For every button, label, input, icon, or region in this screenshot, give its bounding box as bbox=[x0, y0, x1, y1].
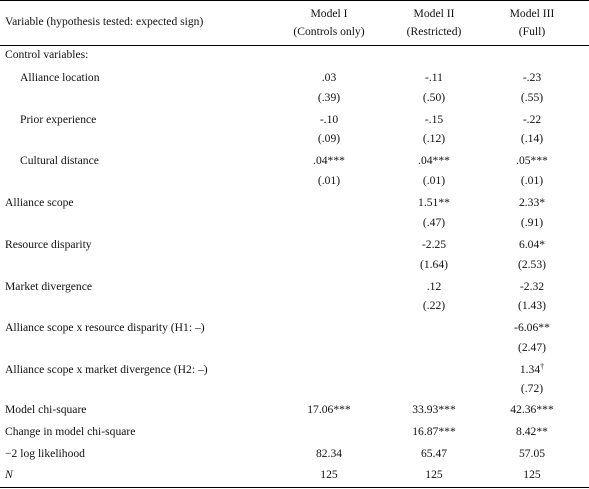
coef-m2: -.11 bbox=[425, 71, 443, 84]
se-m3: (.01) bbox=[520, 174, 544, 187]
stat-m1: 17.06*** bbox=[307, 403, 351, 416]
model-1-header: Model I bbox=[310, 7, 348, 20]
coef-m3: -2.32 bbox=[519, 280, 545, 293]
row-label: Cultural distance bbox=[20, 154, 99, 167]
row-label: Prior experience bbox=[20, 113, 97, 126]
se-m1: (.09) bbox=[317, 132, 341, 145]
se-m3: (.91) bbox=[520, 216, 544, 229]
coef-m1: .03 bbox=[321, 71, 337, 84]
row-label: Resource disparity bbox=[5, 238, 92, 251]
stat-m2: 33.93*** bbox=[412, 403, 456, 416]
se-m2: (.01) bbox=[422, 174, 446, 187]
se-m3: (1.43) bbox=[517, 299, 547, 312]
variable-column-header: Variable (hypothesis tested: expected si… bbox=[5, 15, 204, 28]
se-m3: (.55) bbox=[520, 91, 544, 104]
se-m1: (.01) bbox=[317, 174, 341, 187]
row-label: Alliance location bbox=[20, 71, 100, 84]
se-m1: (.39) bbox=[317, 91, 341, 104]
se-m3: (2.53) bbox=[517, 258, 547, 271]
se-m2: (.47) bbox=[422, 216, 446, 229]
model-1-subheader: (Controls only) bbox=[293, 25, 365, 38]
coef-m2: .04*** bbox=[418, 154, 450, 167]
table-bottom-rule bbox=[0, 487, 589, 488]
row-label: Change in model chi-square bbox=[5, 425, 136, 438]
coef-value: 1.34 bbox=[519, 363, 541, 376]
stat-m3: 125 bbox=[523, 468, 541, 481]
se-m2: (.12) bbox=[422, 132, 446, 145]
model-3-header: Model III bbox=[509, 7, 555, 20]
row-label: Model chi-square bbox=[5, 403, 87, 416]
table-top-rule bbox=[0, 0, 589, 1]
se-m3: (2.47) bbox=[517, 341, 547, 354]
se-m3: (.14) bbox=[520, 132, 544, 145]
stat-m2: 65.47 bbox=[420, 447, 448, 460]
coef-m1: .04*** bbox=[313, 154, 345, 167]
coef-m2: -.15 bbox=[424, 113, 444, 126]
coef-m1: -.10 bbox=[319, 113, 339, 126]
stat-m2: 16.87*** bbox=[412, 425, 456, 438]
coef-m3: -.22 bbox=[522, 113, 542, 126]
se-m2: (.50) bbox=[422, 91, 446, 104]
row-label: Market divergence bbox=[5, 280, 93, 293]
coef-m3: -6.06** bbox=[514, 321, 550, 334]
coef-m2: .12 bbox=[426, 280, 442, 293]
coef-m3: 6.04* bbox=[518, 238, 546, 251]
row-label: Alliance scope x market divergence (H2: … bbox=[5, 363, 208, 376]
stat-m3: 42.36*** bbox=[510, 403, 554, 416]
row-label: −2 log likelihood bbox=[5, 447, 85, 460]
section-label-controls: Control variables: bbox=[5, 48, 89, 61]
se-m2: (.22) bbox=[422, 299, 446, 312]
stat-m1: 125 bbox=[320, 468, 338, 481]
row-label: Alliance scope x resource disparity (H1:… bbox=[5, 321, 205, 334]
row-label: Alliance scope bbox=[5, 196, 74, 209]
model-2-header: Model II bbox=[413, 7, 455, 20]
stat-m1: 82.34 bbox=[315, 447, 343, 460]
dagger-mark: † bbox=[540, 362, 545, 371]
coef-m3: 1.34† bbox=[520, 363, 544, 377]
se-m2: (1.64) bbox=[419, 258, 449, 271]
stat-m2: 125 bbox=[425, 468, 443, 481]
coef-m2: 1.51** bbox=[418, 196, 450, 209]
row-label: N bbox=[5, 468, 13, 481]
coef-m2: -2.25 bbox=[421, 238, 447, 251]
coef-m3: -.23 bbox=[522, 71, 542, 84]
stat-m3: 8.42** bbox=[516, 425, 548, 438]
model-3-subheader: (Full) bbox=[518, 25, 546, 38]
coef-m3: 2.33* bbox=[518, 196, 546, 209]
coef-m3: .05*** bbox=[516, 154, 548, 167]
stat-m3: 57.05 bbox=[518, 447, 546, 460]
se-m3: (.72) bbox=[520, 382, 544, 395]
model-2-subheader: (Restricted) bbox=[406, 25, 462, 38]
header-rule bbox=[0, 45, 589, 46]
